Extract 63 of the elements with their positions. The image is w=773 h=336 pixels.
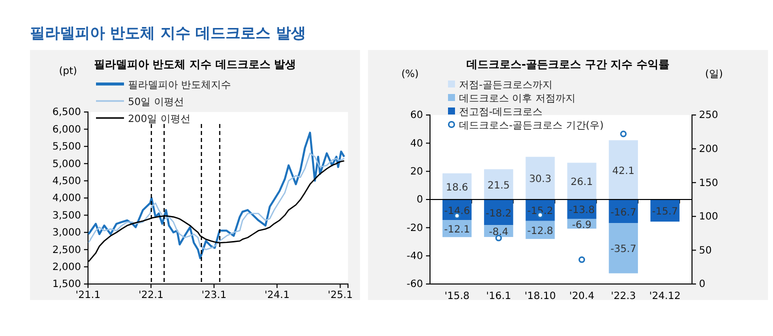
data-label: -16.7	[610, 207, 636, 218]
y-tick-label: 2,500	[52, 244, 81, 256]
x-tick-label: '23.1	[202, 290, 227, 302]
y-axis-title: (pt)	[58, 66, 78, 77]
y-tick-label: 5,000	[52, 158, 81, 170]
x-tick-label: '22.3	[610, 291, 636, 302]
y-tick-label: -60	[406, 279, 423, 290]
x-tick-label: '24.12	[649, 291, 681, 302]
chart-subtitle: 필라델피아 반도체 지수 데드크로스 발생	[94, 58, 296, 71]
data-label: -12.1	[444, 224, 470, 236]
data-label: 26.1	[570, 177, 593, 188]
y-tick-label: 5,500	[52, 142, 81, 153]
y-tick-label: -40	[406, 251, 423, 262]
y-tick-label: 2,000	[52, 262, 81, 273]
data-label: 42.1	[612, 166, 635, 177]
x-tick-label: '16.1	[486, 291, 512, 302]
legend-label: 50일 이평선	[128, 97, 184, 108]
y-tick-label: 1,500	[52, 279, 81, 290]
data-label: 30.3	[529, 174, 552, 186]
legend-label: 전고점-데드크로스	[459, 107, 543, 118]
x-tick-label: '15.8	[444, 291, 470, 302]
y2-axis-title: (일)	[705, 69, 723, 80]
legend-label: 저점-골든크로스까지	[459, 80, 553, 91]
y-tick-label: 3,500	[52, 210, 81, 222]
data-label: -14.6	[444, 206, 470, 217]
legend-label: 필라델피아 반도체지수	[128, 80, 232, 91]
y-tick-label: 60	[410, 110, 423, 122]
legend-label: 데드크로스-골든크로스 기간(우)	[459, 120, 604, 132]
x-tick-label: '21.1	[75, 290, 101, 302]
y-tick-label: 6,000	[52, 124, 81, 136]
x-tick-label: '24.1	[264, 290, 290, 302]
y-axis-title: (%)	[401, 69, 419, 80]
y-tick-label: 3,000	[52, 228, 81, 239]
y-tick-label: 0	[416, 194, 423, 206]
data-label: -8.4	[488, 227, 508, 238]
y2-tick-label: 150	[699, 178, 718, 189]
y2-tick-label: 250	[699, 110, 718, 122]
data-label: 18.6	[446, 182, 468, 194]
y2-tick-label: 100	[699, 212, 718, 223]
y-tick-label: 20	[410, 166, 423, 178]
y2-tick-label: 0	[699, 279, 706, 290]
data-label: -18.2	[486, 208, 512, 220]
data-label: -12.8	[527, 226, 554, 237]
data-label: -13.8	[568, 205, 595, 216]
x-tick-label: '22.1	[138, 290, 164, 302]
y-tick-label: 40	[410, 138, 423, 150]
data-label: -35.7	[610, 244, 636, 256]
y-tick-label: 4,000	[52, 193, 81, 204]
data-label: -6.9	[572, 220, 592, 231]
x-tick-label: '18.10	[524, 291, 556, 302]
chart-title: 필라델피아 반도체 지수 데드크로스 발생	[30, 24, 306, 42]
chart-title: 데드크로스-골든크로스 구간 지수 수익률	[466, 58, 670, 71]
data-label: -15.7	[652, 206, 678, 218]
x-tick-label: '20.4	[569, 291, 594, 302]
data-label: 21.5	[487, 180, 510, 192]
x-tick-label: '25.1	[328, 290, 353, 302]
y-tick-label: 4,500	[52, 176, 81, 187]
y-tick-label: 6,500	[52, 107, 81, 118]
y2-tick-label: 200	[699, 144, 718, 155]
y-tick-label: -20	[406, 222, 423, 234]
legend-label: 200일 이평선	[128, 114, 190, 125]
legend-label: 데드크로스 이후 저점까지	[459, 94, 576, 104]
y2-tick-label: 50	[699, 245, 712, 256]
